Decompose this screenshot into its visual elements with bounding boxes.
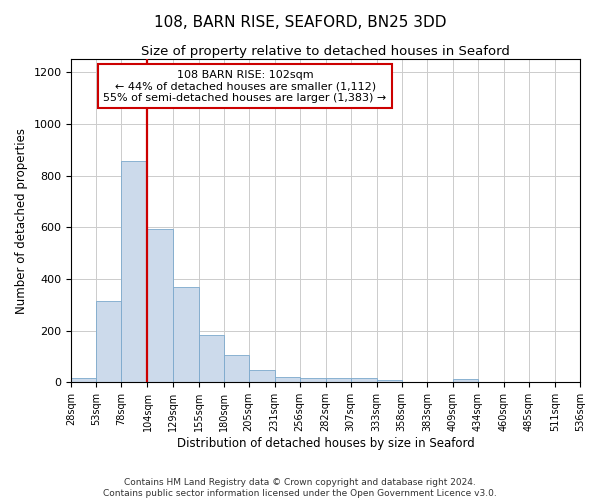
Bar — [199, 334, 224, 382]
Bar — [299, 378, 326, 382]
Bar — [351, 378, 377, 382]
Bar — [377, 380, 402, 382]
Y-axis label: Number of detached properties: Number of detached properties — [15, 128, 28, 314]
Bar — [224, 355, 248, 382]
Bar — [173, 286, 199, 382]
Bar — [97, 301, 121, 382]
Bar — [453, 379, 478, 382]
Text: Contains HM Land Registry data © Crown copyright and database right 2024.
Contai: Contains HM Land Registry data © Crown c… — [103, 478, 497, 498]
Text: 108 BARN RISE: 102sqm
← 44% of detached houses are smaller (1,112)
55% of semi-d: 108 BARN RISE: 102sqm ← 44% of detached … — [103, 70, 387, 103]
Bar — [326, 378, 351, 382]
Bar — [248, 370, 275, 382]
Title: Size of property relative to detached houses in Seaford: Size of property relative to detached ho… — [141, 45, 510, 58]
Text: 108, BARN RISE, SEAFORD, BN25 3DD: 108, BARN RISE, SEAFORD, BN25 3DD — [154, 15, 446, 30]
Bar — [148, 228, 173, 382]
Bar — [71, 378, 97, 382]
Bar — [275, 376, 299, 382]
X-axis label: Distribution of detached houses by size in Seaford: Distribution of detached houses by size … — [177, 437, 475, 450]
Bar — [121, 162, 148, 382]
